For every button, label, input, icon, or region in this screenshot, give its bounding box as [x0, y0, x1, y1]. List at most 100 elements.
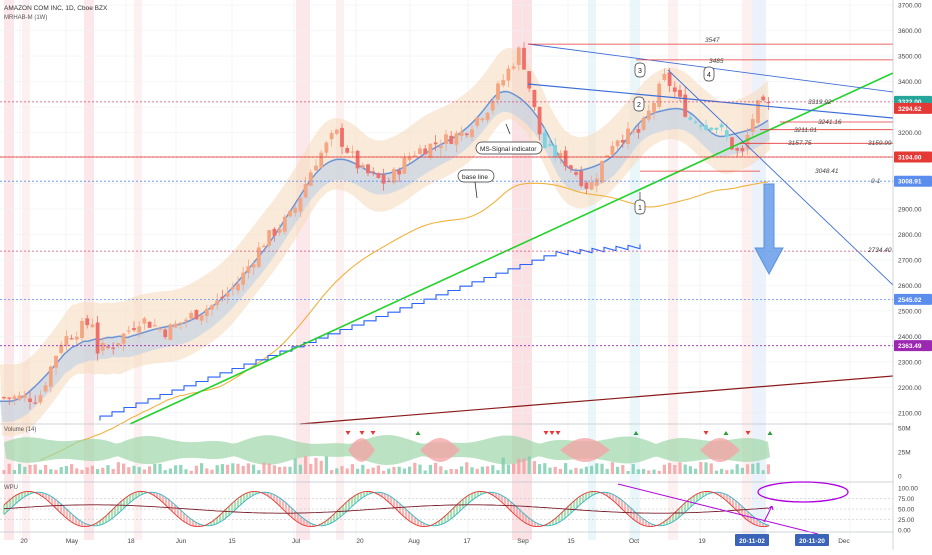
- volume-bar: [709, 463, 713, 474]
- osc-tick-label: 25.00: [898, 517, 915, 524]
- candle-body: [423, 148, 428, 155]
- volume-bar: [746, 464, 750, 474]
- volume-bar: [85, 467, 89, 474]
- session-band-8: [630, 0, 640, 540]
- volume-signal-arrow: [745, 431, 751, 435]
- session-band-7: [588, 0, 596, 540]
- price-tick-label: 2500.00: [898, 308, 922, 315]
- candle-body: [688, 117, 693, 120]
- candle-body: [501, 80, 506, 86]
- volume-bar: [465, 462, 469, 474]
- candle-body: [366, 164, 370, 174]
- price-tick-label: 3500.00: [898, 54, 922, 61]
- price-tick-label: 3400.00: [898, 79, 922, 86]
- candle-body: [126, 330, 131, 332]
- candle-body: [594, 178, 599, 186]
- osc-main-line: [3, 490, 770, 528]
- candle-body: [7, 397, 12, 399]
- candle-body: [714, 127, 719, 130]
- osc-signal-line: [3, 491, 770, 527]
- candle-body: [704, 125, 708, 130]
- volume-bar: [423, 470, 427, 474]
- volume-bar: [402, 468, 406, 474]
- volume-tick-label: 0: [898, 474, 902, 481]
- candle-body: [298, 197, 303, 212]
- volume-bar: [283, 466, 287, 474]
- session-band-4: [296, 0, 310, 540]
- candle-body: [100, 342, 105, 351]
- volume-bar: [532, 461, 536, 474]
- volume-bar: [491, 465, 495, 474]
- candle-body: [605, 155, 610, 157]
- volume-bar: [278, 467, 282, 474]
- volume-bar: [621, 465, 625, 474]
- candle-body: [496, 83, 500, 100]
- wave-4-marker: 4: [703, 66, 715, 82]
- candle-body: [657, 83, 662, 107]
- candle-body: [766, 102, 771, 104]
- candle-body: [464, 133, 469, 136]
- candle-body: [745, 134, 750, 150]
- volume-bar: [226, 464, 230, 474]
- candle-body: [490, 100, 495, 111]
- volume-bar: [522, 458, 526, 474]
- volume-bar: [335, 468, 339, 474]
- candle-body: [85, 318, 90, 326]
- time-tick-label: 15: [228, 538, 236, 545]
- volume-bar: [538, 464, 542, 474]
- volume-bar: [371, 467, 375, 474]
- volume-bar: [610, 462, 614, 474]
- candle-body: [418, 148, 422, 155]
- volume-bar: [111, 469, 115, 474]
- candle-body: [147, 321, 152, 328]
- volume-bar: [470, 467, 474, 474]
- candle-body: [459, 131, 464, 136]
- volume-bar: [252, 464, 256, 474]
- volume-bar: [392, 467, 396, 474]
- candle-body: [69, 338, 74, 340]
- volume-signal-arrow: [415, 431, 421, 435]
- lower-channel-line: [527, 83, 894, 119]
- volume-bar: [205, 468, 209, 474]
- candle-body: [121, 333, 126, 344]
- candle-body: [282, 216, 287, 232]
- ms-signal-callout: MS-Signal indicator: [475, 123, 543, 155]
- candle-body: [589, 182, 594, 190]
- volume-bar: [293, 458, 297, 474]
- volume-signal-arrow: [543, 431, 549, 435]
- time-tick-label: 19: [698, 538, 706, 545]
- volume-bar: [122, 463, 126, 474]
- osc-tick-label: 50.00: [898, 507, 915, 514]
- volume-bar: [626, 471, 630, 474]
- volume-bar: [101, 467, 105, 474]
- volume-signal-arrow: [359, 431, 365, 435]
- volume-cloud-red: [420, 438, 460, 462]
- volume-bar: [527, 456, 531, 474]
- volume-cloud: [4, 435, 770, 465]
- candle-body: [355, 150, 360, 169]
- time-tick-label: Aug: [408, 538, 420, 545]
- candle-body: [308, 172, 313, 186]
- candle-body: [631, 131, 636, 133]
- step-base-line: [99, 244, 641, 421]
- candle-body: [277, 229, 282, 233]
- price-badge-red: [894, 151, 932, 163]
- volume-bar: [106, 465, 110, 474]
- candle-body: [740, 147, 745, 152]
- volume-bar: [564, 463, 568, 474]
- volume-bar: [262, 462, 266, 474]
- time-tick-label: Oct: [629, 538, 639, 545]
- volume-bar: [454, 469, 458, 474]
- candle-body: [204, 308, 209, 316]
- candle-body: [641, 117, 646, 130]
- candle-body: [324, 142, 329, 153]
- candle-body: [210, 305, 214, 310]
- level-label-8: 2734.40: [867, 247, 892, 254]
- candle-body: [626, 128, 630, 144]
- candle-body: [678, 89, 682, 97]
- volume-bar: [309, 463, 313, 474]
- price-badge-blue: [894, 293, 932, 305]
- volume-bar: [330, 470, 334, 474]
